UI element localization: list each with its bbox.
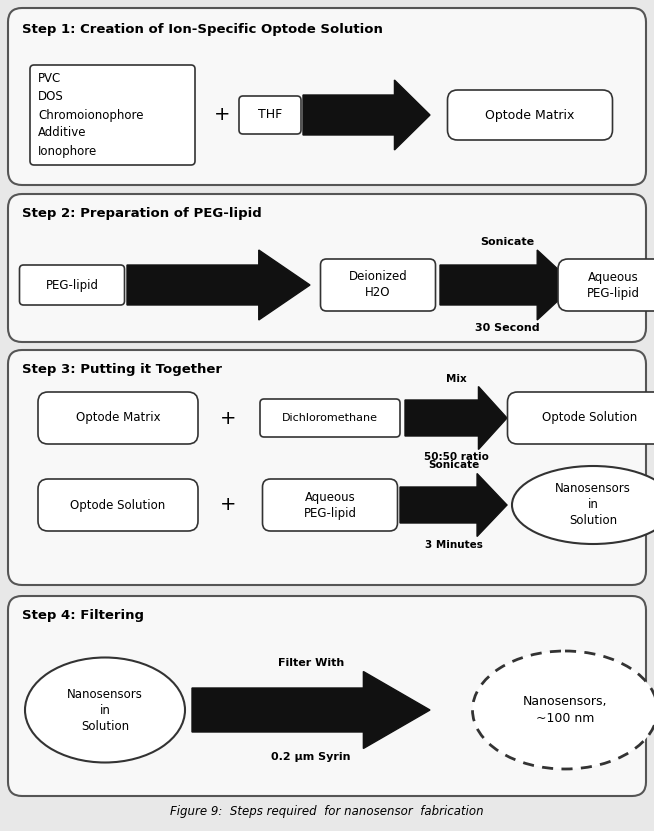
FancyBboxPatch shape: [8, 596, 646, 796]
FancyBboxPatch shape: [260, 399, 400, 437]
Text: Aqueous
PEG-lipid: Aqueous PEG-lipid: [303, 490, 356, 519]
Polygon shape: [192, 671, 430, 749]
FancyBboxPatch shape: [320, 259, 436, 311]
FancyBboxPatch shape: [262, 479, 398, 531]
FancyBboxPatch shape: [30, 65, 195, 165]
Text: Step 3: Putting it Together: Step 3: Putting it Together: [22, 363, 222, 376]
Text: Nanosensors
in
Solution: Nanosensors in Solution: [67, 687, 143, 732]
Text: Optode Matrix: Optode Matrix: [485, 109, 575, 121]
Text: THF: THF: [258, 109, 282, 121]
Text: Step 2: Preparation of PEG-lipid: Step 2: Preparation of PEG-lipid: [22, 208, 262, 220]
Text: Step 4: Filtering: Step 4: Filtering: [22, 609, 144, 622]
Polygon shape: [405, 386, 507, 450]
Text: Optode Solution: Optode Solution: [71, 499, 165, 512]
Text: Figure 9:  Steps required  for nanosensor  fabrication: Figure 9: Steps required for nanosensor …: [170, 805, 484, 819]
Text: Sonicate: Sonicate: [428, 460, 479, 470]
Text: Nanosensors
in
Solution: Nanosensors in Solution: [555, 483, 631, 528]
Polygon shape: [303, 80, 430, 150]
FancyBboxPatch shape: [447, 90, 613, 140]
Text: Filter With: Filter With: [278, 658, 344, 668]
FancyBboxPatch shape: [508, 392, 654, 444]
Polygon shape: [400, 474, 507, 537]
Text: +: +: [220, 495, 236, 514]
Text: +: +: [220, 409, 236, 427]
Ellipse shape: [512, 466, 654, 544]
FancyBboxPatch shape: [38, 392, 198, 444]
FancyBboxPatch shape: [38, 479, 198, 531]
FancyBboxPatch shape: [8, 8, 646, 185]
FancyBboxPatch shape: [8, 194, 646, 342]
FancyBboxPatch shape: [8, 350, 646, 585]
Text: PEG-lipid: PEG-lipid: [46, 278, 99, 292]
Text: Optode Solution: Optode Solution: [542, 411, 638, 425]
Text: 50:50 ratio: 50:50 ratio: [424, 453, 489, 463]
Ellipse shape: [25, 657, 185, 763]
Text: Step 1: Creation of Ion-Specific Optode Solution: Step 1: Creation of Ion-Specific Optode …: [22, 23, 383, 37]
Text: Deionized
H2O: Deionized H2O: [349, 271, 407, 299]
Text: 0.2 μm Syrin: 0.2 μm Syrin: [271, 751, 351, 761]
Polygon shape: [440, 250, 575, 320]
FancyBboxPatch shape: [239, 96, 301, 134]
Ellipse shape: [472, 651, 654, 769]
Text: 30 Second: 30 Second: [475, 323, 540, 333]
Text: Nanosensors,
~100 nm: Nanosensors, ~100 nm: [523, 696, 608, 725]
Text: Aqueous
PEG-lipid: Aqueous PEG-lipid: [587, 271, 640, 299]
Text: Dichloromethane: Dichloromethane: [282, 413, 378, 423]
Text: PVC
DOS
Chromoionophore
Additive
Ionophore: PVC DOS Chromoionophore Additive Ionopho…: [38, 72, 143, 158]
Text: Optode Matrix: Optode Matrix: [76, 411, 160, 425]
Text: Sonicate: Sonicate: [481, 237, 534, 247]
Polygon shape: [127, 250, 310, 320]
FancyBboxPatch shape: [558, 259, 654, 311]
Text: 3 Minutes: 3 Minutes: [424, 539, 483, 549]
FancyBboxPatch shape: [20, 265, 124, 305]
Text: Mix: Mix: [445, 373, 466, 383]
Text: +: +: [214, 106, 230, 125]
